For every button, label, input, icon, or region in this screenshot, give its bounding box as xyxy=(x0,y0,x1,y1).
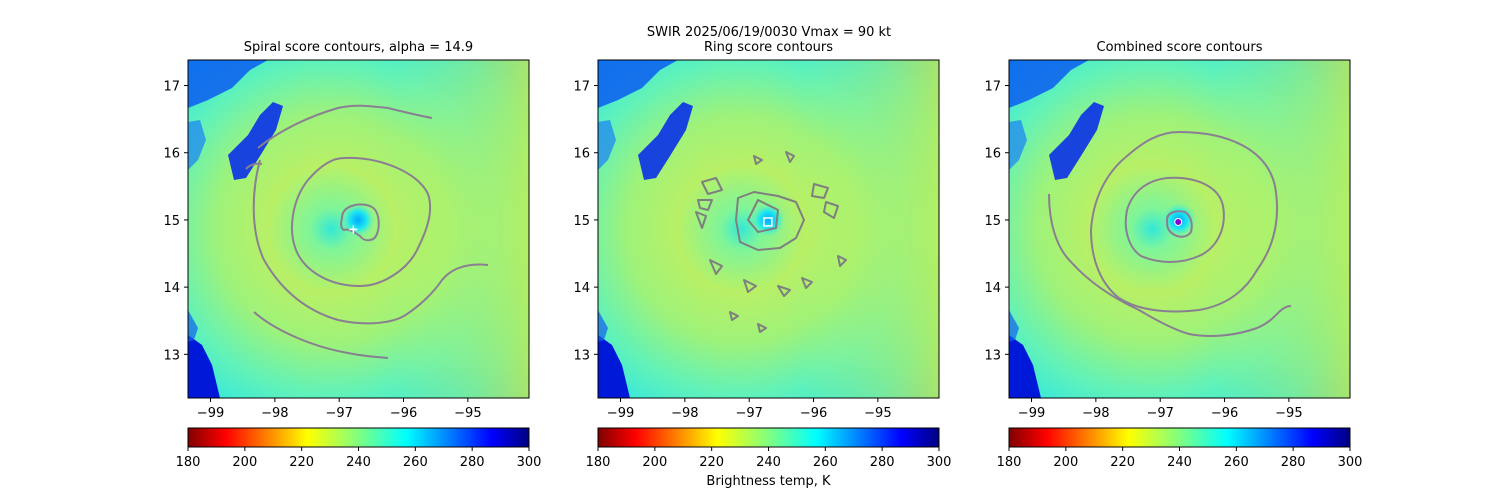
spiral-colorbar-tick-label: 300 xyxy=(517,455,542,470)
ring-contour-12 xyxy=(801,277,813,289)
spiral-axes-frame xyxy=(187,59,530,399)
spiral-brightness-image xyxy=(188,60,529,398)
ring-contour-0 xyxy=(735,191,805,251)
spiral-xtick-label: −96 xyxy=(390,406,417,421)
ring-ytick-label: 16 xyxy=(573,147,590,162)
spiral-colorbar xyxy=(187,427,530,448)
combined-colorbar-tick-label: 240 xyxy=(1167,455,1192,470)
ring-contour-6 xyxy=(823,201,839,219)
combined-center-marker xyxy=(1174,217,1183,226)
combined-colorbar xyxy=(1008,427,1351,448)
spiral-panel-title: Spiral score contours, alpha = 14.9 xyxy=(244,40,473,55)
ring-axes-frame xyxy=(597,59,940,399)
combined-xtick-label: −96 xyxy=(1211,406,1238,421)
spiral-xtick-label: −98 xyxy=(261,406,288,421)
ring-contour-15 xyxy=(837,255,847,267)
combined-ytick-label: 13 xyxy=(984,348,1001,363)
ring-colorbar xyxy=(597,427,940,448)
combined-ytick-label: 17 xyxy=(984,80,1001,95)
ring-contour-2 xyxy=(701,177,723,195)
combined-heatmap xyxy=(1009,60,1350,398)
spiral-ytick-label: 17 xyxy=(163,80,180,95)
combined-ytick-label: 15 xyxy=(984,214,1001,229)
ring-contour-10 xyxy=(743,279,757,293)
ring-heatmap xyxy=(598,60,939,398)
combined-contour-3 xyxy=(1048,193,1292,337)
spiral-ytick-label: 15 xyxy=(163,214,180,229)
ring-contour-11 xyxy=(777,285,791,297)
spiral-contour-4 xyxy=(253,311,389,359)
combined-colorbar-tick-label: 260 xyxy=(1224,455,1249,470)
ring-contour-7 xyxy=(785,151,795,163)
spiral-xtick-label: −95 xyxy=(454,406,481,421)
combined-contour-0 xyxy=(1166,210,1193,238)
combined-xtick-label: −98 xyxy=(1082,406,1109,421)
spiral-contour-0 xyxy=(340,203,380,242)
ring-colorbar-tick-label: 220 xyxy=(699,455,724,470)
ring-ytick-label: 15 xyxy=(573,214,590,229)
spiral-colorbar-tick-label: 260 xyxy=(403,455,428,470)
combined-panel-title: Combined score contours xyxy=(1097,40,1263,55)
combined-ytick-label: 14 xyxy=(984,281,1001,296)
ring-contour-13 xyxy=(729,311,739,321)
combined-colorbar-tick-label: 280 xyxy=(1281,455,1306,470)
ring-contour-4 xyxy=(695,211,707,229)
combined-axes-frame xyxy=(1008,59,1351,399)
ring-colorbar-tick-label: 300 xyxy=(927,455,952,470)
figure-suptitle: SWIR 2025/06/19/0030 Vmax = 90 kt xyxy=(647,25,891,40)
ring-xtick-label: −97 xyxy=(735,406,762,421)
ring-xtick-label: −96 xyxy=(800,406,827,421)
combined-contour-2 xyxy=(1090,131,1278,313)
ring-colorbar-tick-label: 180 xyxy=(586,455,611,470)
ring-contour-8 xyxy=(753,155,763,165)
spiral-colorbar-tick-label: 200 xyxy=(232,455,257,470)
ring-xtick-label: −98 xyxy=(671,406,698,421)
ring-contour-5 xyxy=(811,183,829,199)
spiral-contour-1 xyxy=(291,156,432,287)
ring-colorbar-tick-label: 260 xyxy=(813,455,838,470)
combined-colorbar-tick-label: 220 xyxy=(1110,455,1135,470)
spiral-colorbar-tick-label: 240 xyxy=(346,455,371,470)
combined-colorbar-tick-label: 180 xyxy=(997,455,1022,470)
spiral-ytick-label: 14 xyxy=(163,281,180,296)
spiral-colorbar-tick-label: 280 xyxy=(460,455,485,470)
ring-ytick-label: 17 xyxy=(573,80,590,95)
spiral-contour-5 xyxy=(245,162,263,170)
ring-ytick-label: 13 xyxy=(573,348,590,363)
spiral-heatmap xyxy=(188,60,529,398)
ring-xtick-label: −99 xyxy=(607,406,634,421)
spiral-ytick-label: 13 xyxy=(163,348,180,363)
combined-ytick-label: 16 xyxy=(984,147,1001,162)
spiral-xtick-label: −99 xyxy=(197,406,224,421)
spiral-colorbar-tick-label: 180 xyxy=(176,455,201,470)
ring-panel-title: Ring score contours xyxy=(704,40,833,55)
combined-brightness-image xyxy=(1009,60,1350,398)
spiral-center-marker xyxy=(349,225,358,234)
ring-contour-9 xyxy=(709,259,723,275)
ring-colorbar-tick-label: 280 xyxy=(870,455,895,470)
ring-center-marker xyxy=(763,217,773,227)
spiral-colorbar-tick-label: 220 xyxy=(289,455,314,470)
ring-contour-1 xyxy=(747,199,779,233)
combined-contour-1 xyxy=(1124,176,1225,263)
combined-xtick-label: −97 xyxy=(1146,406,1173,421)
spiral-ytick-label: 16 xyxy=(163,147,180,162)
ring-colorbar-tick-label: 240 xyxy=(756,455,781,470)
ring-contour-3 xyxy=(697,199,713,211)
ring-ytick-label: 14 xyxy=(573,281,590,296)
ring-colorbar-tick-label: 200 xyxy=(642,455,667,470)
ring-contour-14 xyxy=(757,323,767,333)
combined-colorbar-tick-label: 300 xyxy=(1338,455,1363,470)
combined-colorbar-tick-label: 200 xyxy=(1053,455,1078,470)
colorbar-label: Brightness temp, K xyxy=(706,474,831,489)
ring-xtick-label: −95 xyxy=(864,406,891,421)
spiral-contour-3 xyxy=(257,104,433,149)
spiral-contour-2 xyxy=(252,159,489,325)
combined-xtick-label: −95 xyxy=(1275,406,1302,421)
combined-xtick-label: −99 xyxy=(1018,406,1045,421)
spiral-xtick-label: −97 xyxy=(325,406,352,421)
